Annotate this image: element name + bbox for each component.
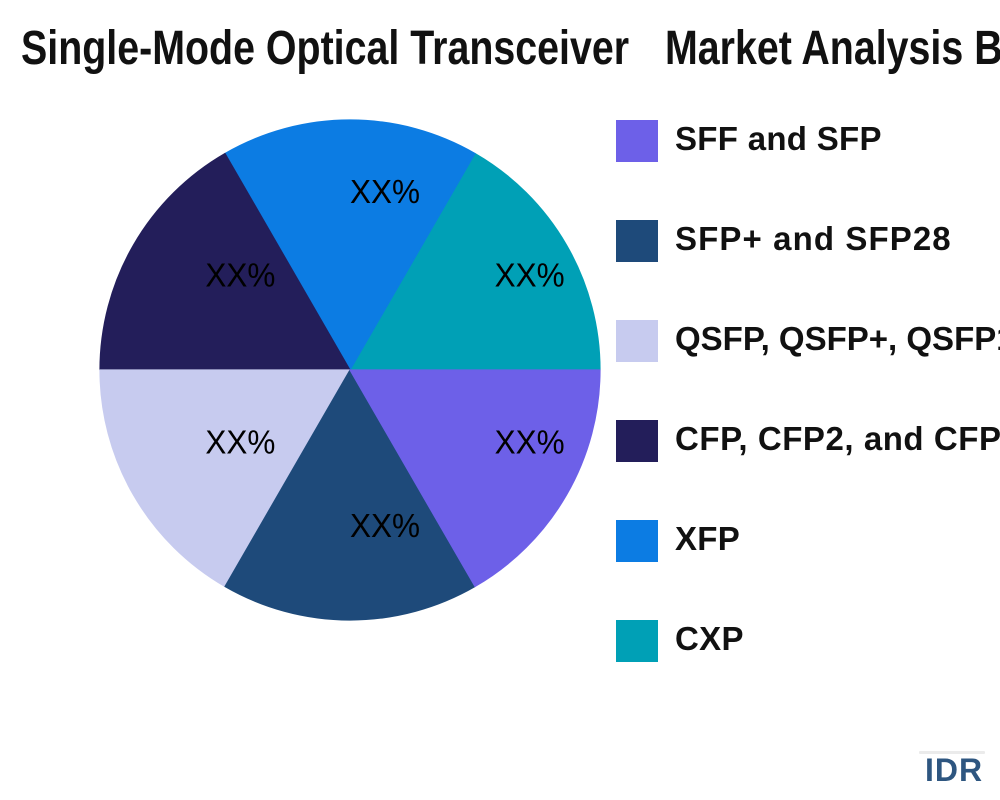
svg-text:XX%: XX% [205,258,275,295]
svg-text:XX%: XX% [205,425,275,462]
svg-text:XX%: XX% [350,174,420,211]
svg-text:XX%: XX% [350,508,420,545]
svg-text:XX%: XX% [495,425,565,462]
svg-text:XX%: XX% [495,258,565,295]
